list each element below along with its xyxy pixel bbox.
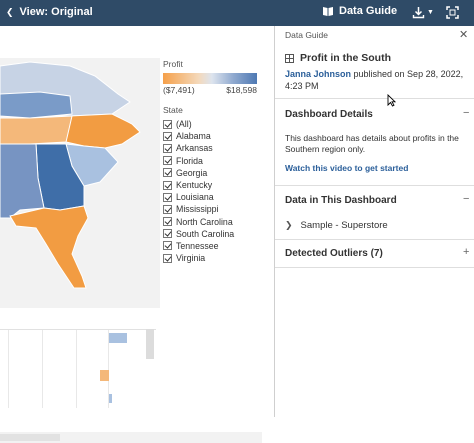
state-label: Mississippi <box>176 204 219 215</box>
chevron-left-icon: ❮ <box>6 6 14 17</box>
dashboard-details-title[interactable]: Dashboard Details <box>285 109 373 120</box>
dashboard-details-text: This dashboard has details about profits… <box>285 133 459 154</box>
view-original-button[interactable]: ❮ View: Original <box>6 6 93 18</box>
checkbox-checked-icon[interactable] <box>163 131 172 141</box>
state-label: (All) <box>176 119 192 130</box>
checkbox-checked-icon[interactable] <box>163 204 172 214</box>
checkbox-checked-icon[interactable] <box>163 119 172 129</box>
state-label: Louisiana <box>176 192 214 203</box>
state-label: South Carolina <box>176 228 235 239</box>
state-label: Alabama <box>176 131 211 142</box>
state-filter-item[interactable]: Alabama <box>163 130 263 142</box>
divider <box>275 267 474 268</box>
author-link[interactable]: Janna Johnson <box>285 69 352 79</box>
data-source-label: Sample - Superstore <box>300 220 388 231</box>
state-filter-item[interactable]: Arkansas <box>163 142 263 154</box>
state-filter-item[interactable]: Georgia <box>163 167 263 179</box>
panel-header: Data Guide <box>285 30 328 40</box>
state-filter-list: (All) Alabama Arkansas Florida Georgia K… <box>163 118 263 264</box>
checkbox-checked-icon[interactable] <box>163 253 172 263</box>
state-label: Florida <box>176 155 203 166</box>
state-label: Tennessee <box>176 240 219 251</box>
top-toolbar: ❮ View: Original Data Guide ▼ <box>0 0 474 26</box>
close-button[interactable]: ✕ <box>459 28 468 41</box>
state-filter-item[interactable]: (All) <box>163 118 263 130</box>
collapse-details-button[interactable]: − <box>463 107 470 119</box>
mouse-cursor-icon <box>387 94 396 107</box>
chart-bar[interactable] <box>109 394 112 403</box>
chevron-down-icon: ▼ <box>427 9 434 16</box>
dashboard-title-text: Profit in the South <box>300 52 391 64</box>
data-guide-button[interactable]: Data Guide <box>322 5 397 17</box>
state-filter-item[interactable]: Louisiana <box>163 191 263 203</box>
state-filter-item[interactable]: Florida <box>163 155 263 167</box>
checkbox-checked-icon[interactable] <box>163 192 172 202</box>
dashboard-icon <box>285 53 294 63</box>
fullscreen-icon <box>446 6 459 19</box>
state-label: North Carolina <box>176 216 233 227</box>
data-source-item[interactable]: ❯ Sample - Superstore <box>285 220 388 231</box>
state-label: Virginia <box>176 253 206 264</box>
state-filter-item[interactable]: Mississippi <box>163 203 263 215</box>
profit-range: ($7,491) $18,598 <box>163 85 257 95</box>
download-button[interactable]: ▼ <box>412 6 434 19</box>
state-filter-item[interactable]: North Carolina <box>163 216 263 228</box>
profit-color-ramp <box>163 73 257 84</box>
chart-bar[interactable] <box>100 370 109 381</box>
divider <box>275 185 474 186</box>
expand-outliers-button[interactable]: + <box>463 246 470 258</box>
state-filter-item[interactable]: Tennessee <box>163 240 263 252</box>
video-link[interactable]: Watch this video to get started <box>285 163 409 173</box>
state-label: Arkansas <box>176 143 213 154</box>
published-info: Janna Johnson published on Sep 28, 2022,… <box>285 68 471 92</box>
checkbox-checked-icon[interactable] <box>163 168 172 178</box>
state-label: Kentucky <box>176 180 213 191</box>
collapse-data-button[interactable]: − <box>463 193 470 205</box>
state-filter-item[interactable]: Virginia <box>163 252 263 264</box>
state-label: Georgia <box>176 167 208 178</box>
horizontal-scrollbar[interactable] <box>0 432 262 443</box>
profit-map[interactable] <box>0 58 160 308</box>
state-filter-item[interactable]: South Carolina <box>163 228 263 240</box>
divider <box>275 239 474 240</box>
grid-line <box>108 330 109 408</box>
map-svg <box>0 58 160 308</box>
map-legend: Profit ($7,491) $18,598 State (All) Alab… <box>163 59 263 264</box>
profit-legend-title: Profit <box>163 59 183 69</box>
fullscreen-button[interactable] <box>446 6 459 24</box>
divider <box>275 98 474 99</box>
grid-line <box>42 330 43 408</box>
data-guide-label: Data Guide <box>339 5 398 17</box>
view-label: View: Original <box>19 6 93 18</box>
chart-bar[interactable] <box>109 333 127 343</box>
data-in-dashboard-title[interactable]: Data in This Dashboard <box>285 195 397 206</box>
grid-line <box>76 330 77 408</box>
dashboard-title: Profit in the South <box>285 52 391 64</box>
state-filter-title: State <box>163 105 183 115</box>
checkbox-checked-icon[interactable] <box>163 217 172 227</box>
published-date: published on Sep 28, 2022, 4:23 PM <box>285 69 464 91</box>
profit-max-label: $18,598 <box>226 85 257 95</box>
checkbox-checked-icon[interactable] <box>163 180 172 190</box>
chart-vertical-scrollbar[interactable] <box>146 329 154 359</box>
state-filter-item[interactable]: Kentucky <box>163 179 263 191</box>
data-guide-icon <box>323 7 333 16</box>
close-icon: ✕ <box>459 29 469 41</box>
profit-min-label: ($7,491) <box>163 85 195 95</box>
download-icon <box>412 7 425 19</box>
checkbox-checked-icon[interactable] <box>163 143 172 153</box>
horizontal-scrollbar-thumb[interactable] <box>0 434 60 441</box>
grid-line <box>8 330 9 408</box>
checkbox-checked-icon[interactable] <box>163 241 172 251</box>
checkbox-checked-icon[interactable] <box>163 229 172 239</box>
bottom-bar-chart[interactable] <box>0 329 156 408</box>
data-guide-panel: Data Guide ✕ Profit in the South Janna J… <box>274 26 474 417</box>
dashboard-area: Profit ($7,491) $18,598 State (All) Alab… <box>0 26 274 443</box>
detected-outliers-title[interactable]: Detected Outliers (7) <box>285 248 383 259</box>
chevron-right-icon: ❯ <box>285 220 293 230</box>
checkbox-checked-icon[interactable] <box>163 156 172 166</box>
